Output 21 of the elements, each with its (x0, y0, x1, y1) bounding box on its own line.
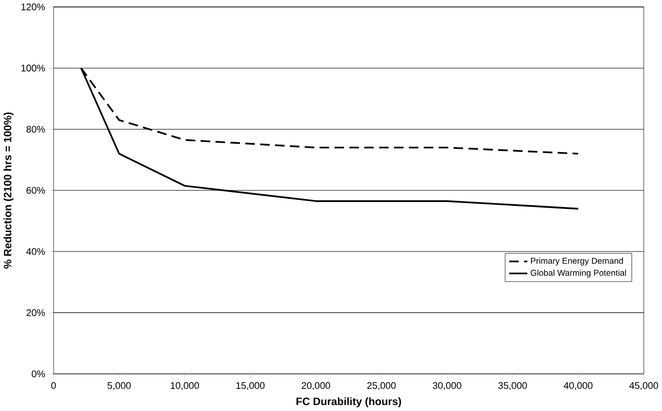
legend-label: Primary Energy Demand (531, 258, 623, 266)
y-axis-title: % Reduction (2100 hrs = 100%) (4, 112, 14, 269)
y-tick-label: 40% (26, 248, 45, 256)
y-tick-label: 120% (22, 4, 45, 10)
x-tick-label: 20,000 (302, 382, 330, 390)
y-tick-label: 80% (26, 126, 45, 133)
y-tick-label: 100% (22, 64, 45, 72)
x-tick-label: 15,000 (236, 382, 265, 390)
x-tick-label: 30,000 (432, 382, 462, 390)
x-tick-label: 35,000 (498, 382, 527, 390)
legend-label: Global Warming Potential (530, 270, 626, 278)
x-tick-label: 25,000 (367, 382, 396, 390)
x-tick-label: 10,000 (170, 382, 199, 390)
x-tick-label: 5,000 (108, 382, 131, 390)
x-axis-title: FC Durability (hours) (296, 397, 402, 408)
y-tick-label: 20% (26, 309, 45, 316)
y-tick-label: 0% (32, 370, 45, 378)
x-tick-label: 0 (51, 382, 56, 390)
x-tick-label: 45,000 (629, 382, 658, 390)
x-tick-label: 40,000 (564, 382, 592, 390)
y-tick-label: 60% (26, 187, 45, 194)
